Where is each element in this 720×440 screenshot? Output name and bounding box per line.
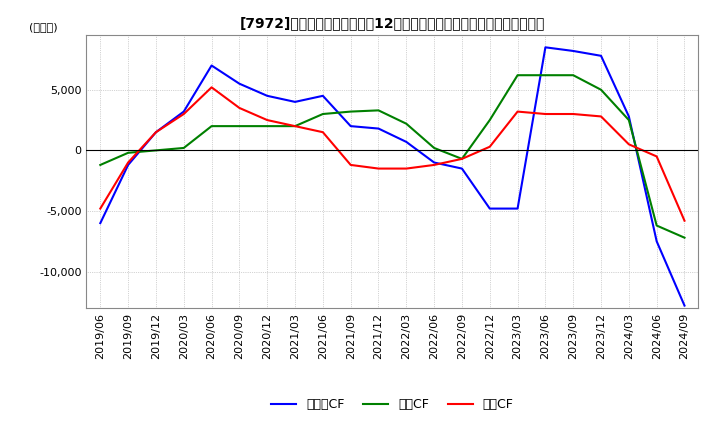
営業CF: [624, 142, 633, 147]
営業CF: [680, 218, 689, 224]
営業CF: [374, 166, 383, 171]
営業CF: [318, 129, 327, 135]
フリーCF: [318, 93, 327, 99]
フリーCF: [124, 162, 132, 168]
フリーCF: [263, 93, 271, 99]
フリーCF: [346, 124, 355, 129]
投資CF: [263, 124, 271, 129]
フリーCF: [402, 139, 410, 144]
営業CF: [541, 111, 550, 117]
投資CF: [513, 73, 522, 78]
フリーCF: [624, 114, 633, 119]
投資CF: [291, 124, 300, 129]
営業CF: [346, 162, 355, 168]
営業CF: [263, 117, 271, 123]
投資CF: [124, 150, 132, 155]
営業CF: [458, 156, 467, 161]
営業CF: [207, 84, 216, 90]
Line: 営業CF: 営業CF: [100, 87, 685, 221]
投資CF: [235, 124, 243, 129]
Text: (百万円): (百万円): [30, 22, 58, 33]
Legend: フリーCF, 投資CF, 営業CF: フリーCF, 投資CF, 営業CF: [266, 393, 518, 416]
営業CF: [152, 129, 161, 135]
投資CF: [652, 223, 661, 228]
営業CF: [291, 124, 300, 129]
フリーCF: [485, 206, 494, 211]
フリーCF: [207, 63, 216, 68]
投資CF: [430, 145, 438, 150]
フリーCF: [569, 48, 577, 54]
フリーCF: [179, 109, 188, 114]
フリーCF: [430, 160, 438, 165]
投資CF: [207, 124, 216, 129]
投資CF: [485, 117, 494, 123]
営業CF: [235, 105, 243, 110]
フリーCF: [96, 220, 104, 226]
営業CF: [402, 166, 410, 171]
投資CF: [458, 156, 467, 161]
投資CF: [318, 111, 327, 117]
投資CF: [374, 108, 383, 113]
営業CF: [485, 144, 494, 150]
営業CF: [569, 111, 577, 117]
フリーCF: [680, 303, 689, 308]
営業CF: [124, 160, 132, 165]
投資CF: [569, 73, 577, 78]
営業CF: [652, 154, 661, 159]
投資CF: [624, 117, 633, 123]
投資CF: [96, 162, 104, 168]
営業CF: [430, 162, 438, 168]
Line: 投資CF: 投資CF: [100, 75, 685, 238]
フリーCF: [458, 166, 467, 171]
投資CF: [179, 145, 188, 150]
投資CF: [346, 109, 355, 114]
フリーCF: [513, 206, 522, 211]
投資CF: [402, 121, 410, 126]
Title: [7972]　キャッシュフローの12か月移動合計の対前年同期増減額の推移: [7972] キャッシュフローの12か月移動合計の対前年同期増減額の推移: [240, 16, 545, 30]
営業CF: [597, 114, 606, 119]
営業CF: [96, 206, 104, 211]
投資CF: [541, 73, 550, 78]
投資CF: [597, 87, 606, 92]
Line: フリーCF: フリーCF: [100, 48, 685, 305]
フリーCF: [652, 238, 661, 244]
フリーCF: [541, 45, 550, 50]
営業CF: [179, 111, 188, 117]
営業CF: [513, 109, 522, 114]
フリーCF: [235, 81, 243, 86]
投資CF: [152, 148, 161, 153]
フリーCF: [597, 53, 606, 59]
フリーCF: [291, 99, 300, 105]
投資CF: [680, 235, 689, 240]
フリーCF: [152, 129, 161, 135]
フリーCF: [374, 126, 383, 131]
